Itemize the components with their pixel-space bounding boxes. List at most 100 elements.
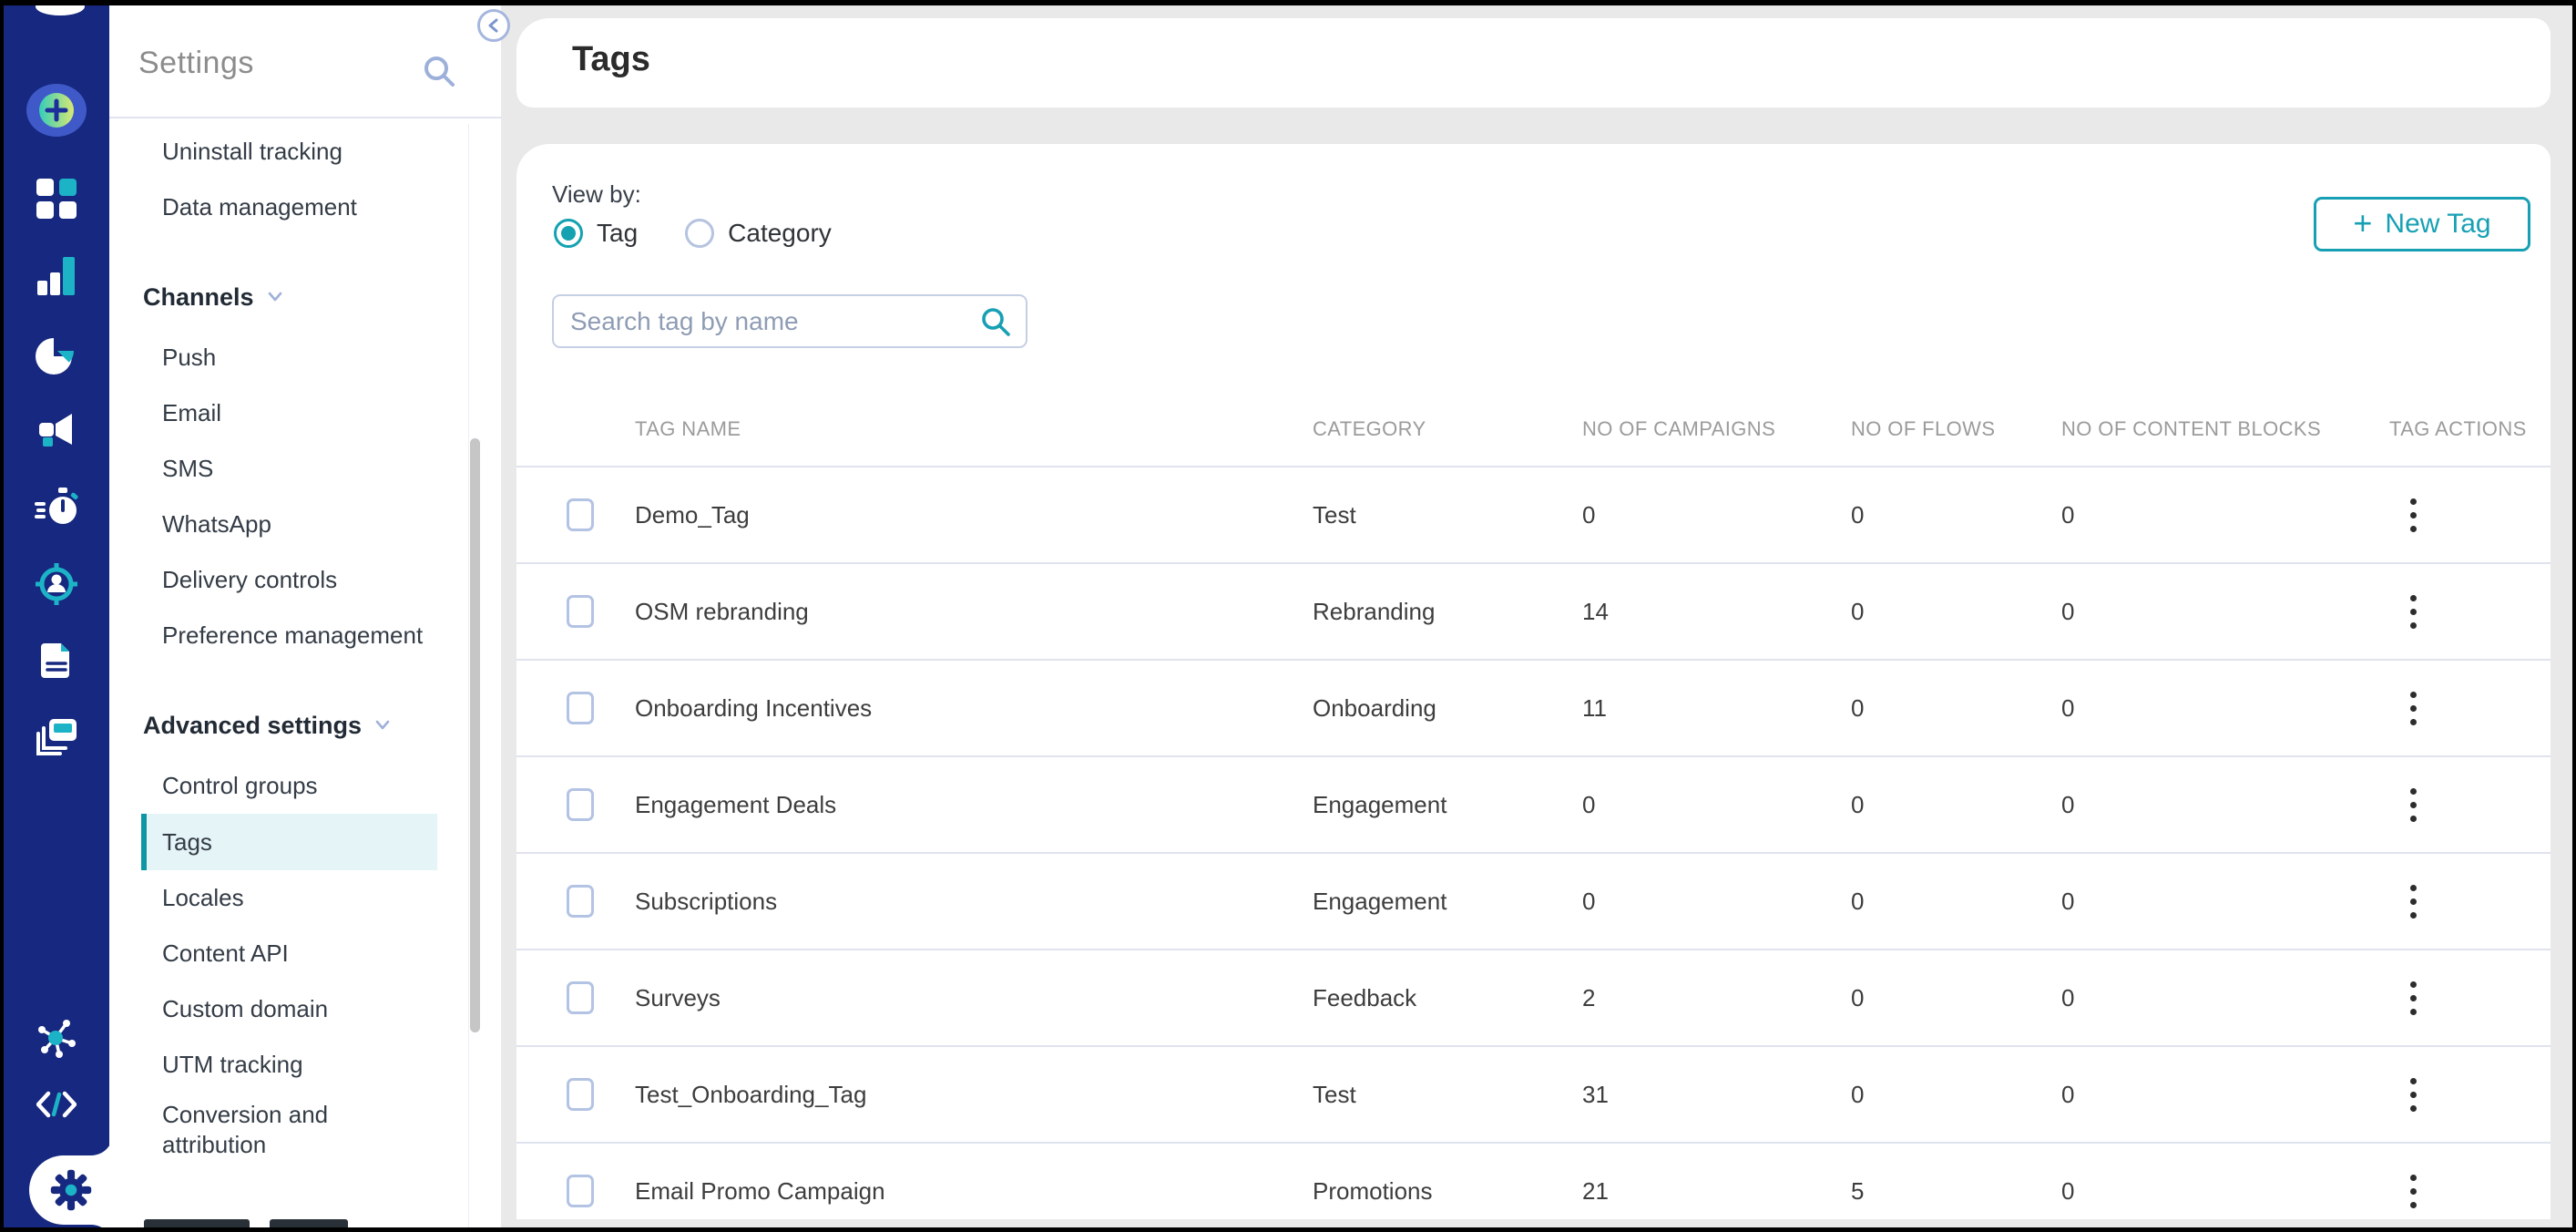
new-tag-button-label: New Tag [2385,209,2491,239]
radio-tag-label[interactable]: Tag [597,219,639,247]
table-row: Email Promo Campaign Promotions 21 5 0 [516,1144,2550,1219]
cell-no-of-campaigns: 0 [1582,790,1596,818]
sidebar-item-whatsapp[interactable]: WhatsApp [162,510,271,538]
sidebar-item-delivery-controls[interactable]: Delivery controls [162,566,338,593]
integrations-hub-icon[interactable] [4,1018,109,1058]
sidebar-item-push[interactable]: Push [162,344,217,371]
radio-tag[interactable] [554,219,583,248]
table-body: Demo_Tag Test 0 0 0 OSM rebranding Rebranding 1… [516,467,2550,1219]
table-row: Surveys Feedback 2 0 0 [516,950,2550,1047]
nav-section-advanced-settings[interactable]: Advanced settings [109,700,486,751]
tag-search-input[interactable] [554,306,980,336]
row-checkbox[interactable] [567,1078,594,1111]
cell-category: Rebranding [1313,597,1436,625]
column-header-category: CATEGORY [1313,416,1426,440]
cell-tag-name: OSM rebranding [635,597,809,625]
row-checkbox[interactable] [567,595,594,628]
kebab-menu-icon[interactable] [2397,1069,2429,1120]
chevron-down-icon [362,711,393,741]
row-checkbox[interactable] [567,498,594,531]
kebab-menu-icon[interactable] [2397,586,2429,637]
kebab-menu-icon[interactable] [2397,489,2429,540]
settings-gear-active[interactable] [29,1134,109,1227]
cell-no-of-content-blocks: 0 [2061,693,2075,722]
sidebar-item-sms[interactable]: SMS [162,455,214,482]
cell-tag-name: Test_Onboarding_Tag [635,1080,867,1108]
kebab-menu-icon[interactable] [2397,972,2429,1023]
documents-icon[interactable] [4,642,109,680]
cell-no-of-content-blocks: 0 [2061,887,2075,915]
content-cards-icon[interactable] [4,717,109,757]
cell-category: Engagement [1313,790,1447,818]
radio-category[interactable] [685,219,715,248]
row-checkbox[interactable] [567,692,594,724]
sidebar-item-uninstall-tracking[interactable]: Uninstall tracking [162,138,342,165]
kebab-menu-icon[interactable] [2397,683,2429,734]
dashboard-grid-icon[interactable] [4,179,109,219]
plus-icon: + [2353,203,2373,241]
column-header-no-of-content-blocks: NO OF CONTENT BLOCKS [2061,416,2322,440]
sidebar-item-preference-management[interactable]: Preference management [162,621,424,649]
search-icon[interactable] [980,306,1011,337]
analytics-bars-icon[interactable] [4,257,109,295]
cell-no-of-content-blocks: 0 [2061,790,2075,818]
cell-no-of-flows: 0 [1851,597,1865,625]
cell-no-of-content-blocks: 0 [2061,1080,2075,1108]
row-checkbox[interactable] [567,981,594,1014]
pill-notch [91,1225,109,1227]
sidebar-item-locales[interactable]: Locales [162,884,244,911]
sidebar-scrollbar-thumb[interactable] [470,438,480,1032]
nav-section-label: Advanced settings [143,711,363,739]
cell-tag-name: Engagement Deals [635,790,837,818]
sidebar-scrollbar-track[interactable] [468,124,481,1227]
search-icon[interactable] [423,55,455,92]
collapse-panel-icon[interactable] [477,9,510,42]
new-tag-button[interactable]: + New Tag [2314,197,2530,252]
cell-no-of-campaigns: 31 [1582,1080,1609,1108]
table-row: Onboarding Incentives Onboarding 11 0 0 [516,661,2550,757]
developer-code-icon[interactable] [4,1089,109,1120]
cell-no-of-content-blocks: 0 [2061,1176,2075,1205]
cell-no-of-flows: 0 [1851,790,1865,818]
row-checkbox[interactable] [567,885,594,918]
campaigns-megaphone-icon[interactable] [4,412,109,450]
sidebar-item-data-management[interactable]: Data management [162,193,357,221]
kebab-menu-icon[interactable] [2397,1165,2429,1217]
cell-category: Engagement [1313,887,1447,915]
nav-section-channels[interactable]: Channels [109,272,486,323]
sidebar-item-content-api[interactable]: Content API [162,939,289,967]
cell-no-of-flows: 0 [1851,983,1865,1011]
cell-no-of-flows: 0 [1851,500,1865,529]
row-checkbox[interactable] [567,1175,594,1207]
sidebar-item-custom-domain[interactable]: Custom domain [162,995,329,1022]
table-row: Demo_Tag Test 0 0 0 [516,467,2550,564]
cell-no-of-campaigns: 0 [1582,500,1596,529]
cell-tag-name: Email Promo Campaign [635,1176,885,1205]
cell-no-of-campaigns: 0 [1582,887,1596,915]
cell-no-of-content-blocks: 0 [2061,983,2075,1011]
sidebar-item-conversion-and-attribution[interactable]: Conversion and attribution [162,1101,329,1158]
create-plus-icon[interactable] [4,82,109,139]
sidebar-item-utm-tracking[interactable]: UTM tracking [162,1051,303,1078]
column-header-no-of-campaigns: NO OF CAMPAIGNS [1582,416,1776,440]
sidebar-item-control-groups[interactable]: Control groups [162,772,318,799]
kebab-menu-icon[interactable] [2397,779,2429,830]
cell-no-of-flows: 0 [1851,887,1865,915]
cell-category: Promotions [1313,1176,1433,1205]
tags-table: TAG NAME CATEGORY NO OF CAMPAIGNS NO OF FLO… [516,392,2550,1219]
kebab-menu-icon[interactable] [2397,876,2429,927]
cell-no-of-content-blocks: 0 [2061,500,2075,529]
cell-category: Onboarding [1313,693,1436,722]
chevron-down-icon [254,282,285,313]
audience-target-icon[interactable] [4,563,109,605]
sidebar-item-email[interactable]: Email [162,399,222,426]
column-header-tag-actions: TAG ACTIONS [2389,416,2527,440]
row-checkbox[interactable] [567,788,594,821]
cell-tag-name: Onboarding Incentives [635,693,873,722]
cell-tag-name: Demo_Tag [635,500,750,529]
radio-category-label[interactable]: Category [728,219,832,247]
sidebar-item-tags[interactable]: Tags [141,814,437,870]
segments-pie-icon[interactable] [4,334,109,375]
journeys-stopwatch-icon[interactable] [4,488,109,526]
